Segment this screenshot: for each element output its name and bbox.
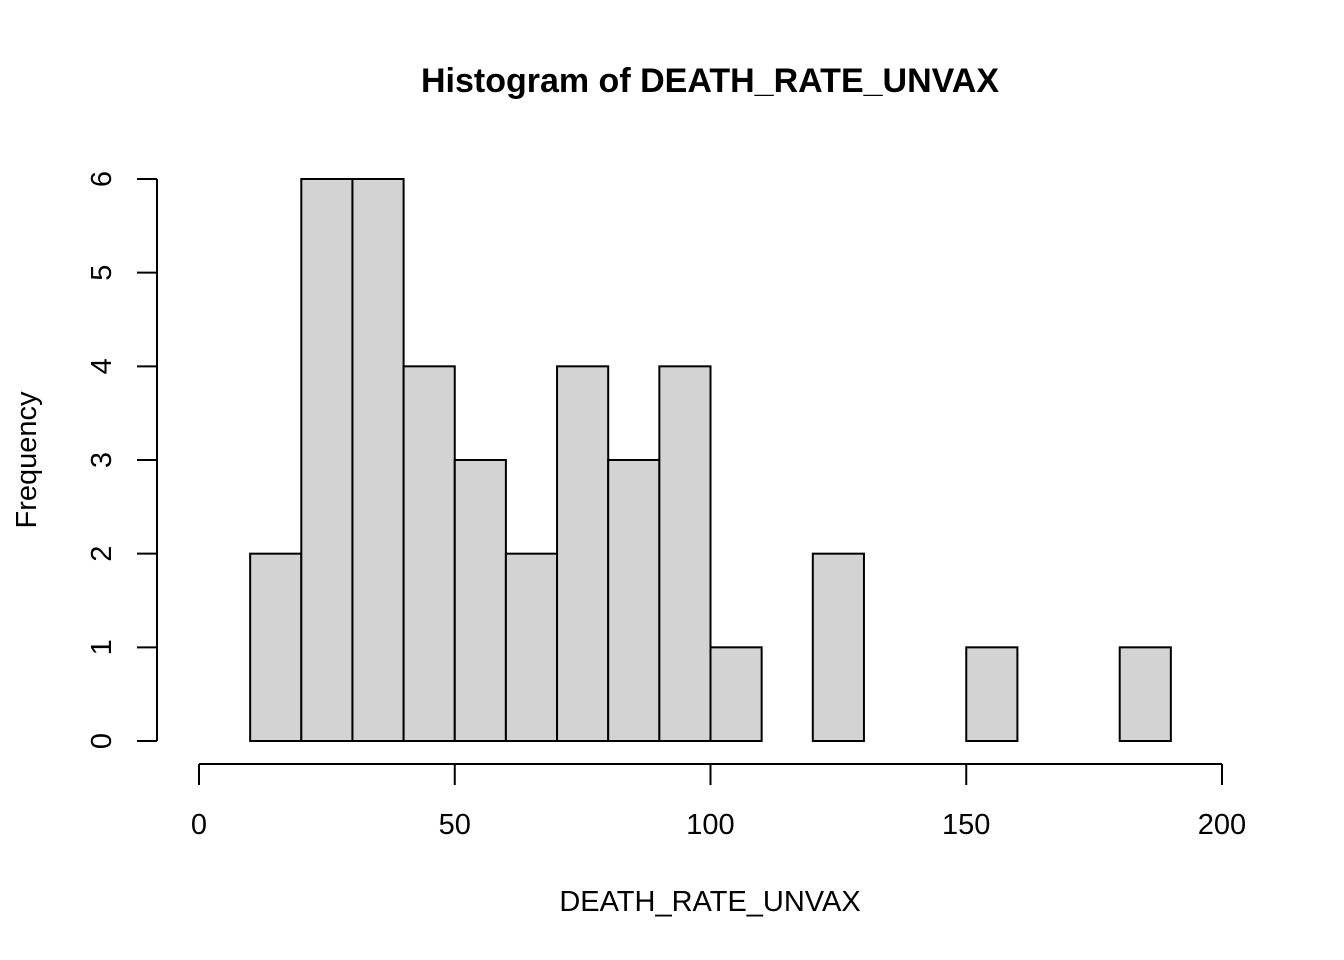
chart-title: Histogram of DEATH_RATE_UNVAX xyxy=(421,62,999,100)
y-tick-label-5: 5 xyxy=(86,265,118,281)
histogram-bar-7 xyxy=(556,365,610,742)
histogram-bar-12 xyxy=(811,552,865,743)
y-tick-label-0: 0 xyxy=(86,733,118,749)
bars-group xyxy=(249,178,1172,743)
histogram-bar-1 xyxy=(249,552,303,743)
histogram-bar-9 xyxy=(658,365,712,742)
x-tick-label-4: 200 xyxy=(1198,809,1246,841)
histogram-bar-2 xyxy=(300,178,354,742)
y-tick-label-2: 2 xyxy=(86,546,118,562)
histogram-bar-8 xyxy=(607,459,661,742)
x-tick-label-3: 150 xyxy=(942,809,990,841)
histogram-bar-3 xyxy=(351,178,405,742)
y-tick-label-4: 4 xyxy=(86,358,118,374)
histogram-bar-5 xyxy=(453,459,507,742)
x-tick-label-1: 50 xyxy=(439,809,471,841)
x-tick-label-0: 0 xyxy=(191,809,207,841)
y-axis-label: Frequency xyxy=(11,391,43,529)
x-axis-label: DEATH_RATE_UNVAX xyxy=(559,886,860,918)
histogram-bar-10 xyxy=(709,646,763,742)
x-tick-label-2: 100 xyxy=(686,809,734,841)
y-tick-label-1: 1 xyxy=(86,639,118,655)
histogram-bar-18 xyxy=(1118,646,1172,742)
y-tick-label-3: 3 xyxy=(86,452,118,468)
histogram-bar-15 xyxy=(965,646,1019,742)
histogram-bar-4 xyxy=(402,365,456,742)
x-axis: 0 50 100 150 200 xyxy=(191,763,1246,841)
y-tick-label-6: 6 xyxy=(86,171,118,187)
histogram-bar-6 xyxy=(504,552,559,743)
y-axis: 0 1 2 3 4 5 6 xyxy=(86,171,158,749)
